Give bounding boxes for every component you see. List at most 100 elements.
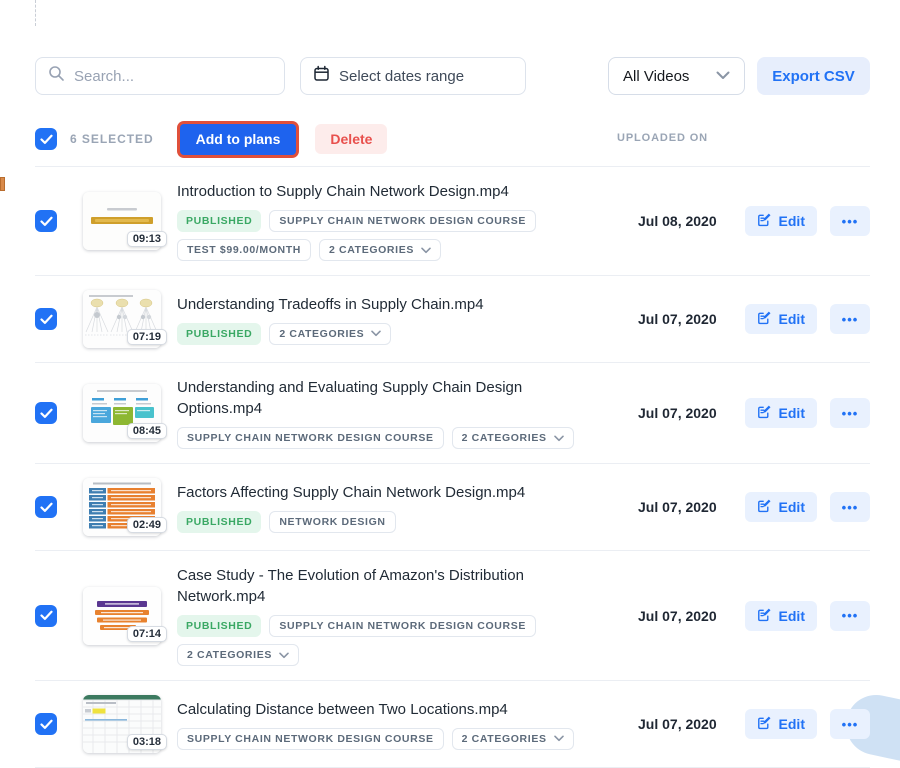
collection-badge: SUPPLY CHAIN NETWORK DESIGN COURSE [269, 615, 536, 637]
more-options-button[interactable]: ••• [830, 304, 870, 334]
video-title[interactable]: Calculating Distance between Two Locatio… [177, 700, 508, 718]
edit-button[interactable]: Edit [744, 398, 817, 428]
video-row: 07:19 Understanding Tradeoffs in Supply … [35, 276, 870, 363]
search-box[interactable] [35, 57, 285, 95]
badge-label: PUBLISHED [186, 620, 253, 632]
uploaded-date: Jul 08, 2020 [638, 213, 717, 229]
video-title[interactable]: Understanding and Evaluating Supply Chai… [177, 379, 523, 417]
edit-button[interactable]: Edit [744, 600, 817, 631]
video-title[interactable]: Factors Affecting Supply Chain Network D… [177, 483, 526, 501]
more-options-button[interactable]: ••• [830, 492, 870, 522]
edit-icon [757, 715, 772, 733]
badge-label: 2 CATEGORIES [329, 244, 414, 256]
video-thumbnail[interactable]: 09:13 [83, 192, 167, 250]
badge-label: SUPPLY CHAIN NETWORK DESIGN COURSE [187, 432, 434, 444]
video-duration-badge: 07:19 [126, 329, 167, 345]
video-title[interactable]: Introduction to Supply Chain Network Des… [177, 183, 509, 200]
video-thumbnail[interactable]: 08:45 [83, 384, 167, 442]
video-title[interactable]: Case Study - The Evolution of Amazon's D… [177, 567, 524, 605]
edit-button[interactable]: Edit [744, 492, 817, 522]
edit-icon [757, 212, 772, 230]
badge-list: PUBLISHED SUPPLY CHAIN NETWORK DESIGN COU… [177, 210, 597, 261]
row-actions: Edit ••• [742, 600, 870, 631]
badge-list: PUBLISHED SUPPLY CHAIN NETWORK DESIGN COU… [177, 615, 597, 666]
status-badge: PUBLISHED [177, 510, 262, 533]
row-actions: Edit ••• [742, 304, 870, 334]
badge-label: SUPPLY CHAIN NETWORK DESIGN COURSE [279, 215, 526, 227]
video-thumbnail[interactable]: 07:14 [83, 586, 167, 645]
edit-button-label: Edit [778, 311, 805, 327]
categories-dropdown-badge[interactable]: 2 CATEGORIES [177, 644, 299, 666]
row-checkbox[interactable] [35, 402, 57, 424]
toolbar: All Videos Export CSV [35, 57, 870, 95]
video-duration-badge: 07:14 [126, 625, 167, 642]
badge-list: PUBLISHED 2 CATEGORIES [177, 322, 597, 345]
edit-icon [757, 498, 772, 516]
dashed-guide-line [35, 0, 36, 26]
video-duration-badge: 09:13 [126, 231, 167, 247]
badge-list: SUPPLY CHAIN NETWORK DESIGN COURSE 2 CATE… [177, 727, 597, 750]
delete-button[interactable]: Delete [315, 124, 388, 154]
row-checkbox[interactable] [35, 496, 57, 518]
categories-dropdown-badge[interactable]: 2 CATEGORIES [319, 239, 441, 261]
chevron-down-icon [716, 67, 730, 85]
date-range-input[interactable] [339, 67, 513, 85]
video-info: Introduction to Supply Chain Network Des… [177, 181, 597, 261]
more-options-icon: ••• [841, 405, 859, 421]
row-actions: Edit ••• [742, 709, 870, 739]
edit-button[interactable]: Edit [744, 709, 817, 739]
categories-dropdown-badge[interactable]: 2 CATEGORIES [451, 727, 574, 750]
uploaded-date: Jul 07, 2020 [638, 499, 717, 515]
add-to-plans-button[interactable]: Add to plans [179, 123, 297, 155]
collection-badge: NETWORK DESIGN [269, 510, 396, 533]
categories-dropdown-badge[interactable]: 2 CATEGORIES [451, 427, 574, 449]
uploaded-date: Jul 07, 2020 [638, 311, 717, 327]
edit-icon [757, 404, 772, 422]
more-options-button[interactable]: ••• [830, 600, 870, 631]
uploaded-date: Jul 07, 2020 [638, 607, 717, 624]
date-range-box[interactable] [300, 57, 526, 95]
search-icon [48, 65, 65, 87]
row-actions: Edit ••• [742, 206, 870, 236]
videos-filter-value: All Videos [623, 67, 690, 85]
edit-button-label: Edit [778, 213, 805, 229]
status-badge: PUBLISHED [177, 322, 262, 345]
edit-icon [757, 607, 772, 625]
edit-button[interactable]: Edit [744, 206, 817, 236]
categories-dropdown-badge[interactable]: 2 CATEGORIES [269, 322, 392, 345]
collection-badge: TEST $99.00/MONTH [177, 239, 311, 261]
more-options-button[interactable]: ••• [830, 398, 870, 428]
select-all-checkbox[interactable] [35, 128, 57, 150]
status-badge: PUBLISHED [177, 615, 262, 637]
video-info: Case Study - The Evolution of Amazon's D… [177, 565, 597, 666]
video-row: 02:49 Factors Affecting Supply Chain Net… [35, 464, 870, 551]
collection-badge: SUPPLY CHAIN NETWORK DESIGN COURSE [269, 210, 536, 232]
video-thumbnail[interactable]: 07:19 [83, 290, 167, 348]
edit-button[interactable]: Edit [744, 304, 817, 334]
search-input[interactable] [74, 67, 272, 85]
more-options-button[interactable]: ••• [830, 709, 870, 739]
more-options-icon: ••• [841, 499, 859, 515]
more-options-icon: ••• [841, 608, 859, 623]
video-row: 07:14 Case Study - The Evolution of Amaz… [35, 551, 870, 681]
status-badge: PUBLISHED [177, 210, 262, 232]
video-thumbnail[interactable]: 03:18 [83, 695, 167, 753]
badge-label: 2 CATEGORIES [461, 732, 547, 745]
video-thumbnail[interactable]: 02:49 [83, 478, 167, 536]
row-checkbox[interactable] [35, 604, 57, 627]
export-csv-button[interactable]: Export CSV [757, 57, 870, 95]
video-title[interactable]: Understanding Tradeoffs in Supply Chain.… [177, 295, 484, 313]
selected-count-label: 6 SELECTED [70, 132, 154, 146]
more-options-button[interactable]: ••• [830, 206, 870, 236]
badge-label: SUPPLY CHAIN NETWORK DESIGN COURSE [187, 732, 434, 745]
uploaded-date: Jul 07, 2020 [638, 716, 717, 732]
row-actions: Edit ••• [742, 492, 870, 522]
row-checkbox[interactable] [35, 210, 57, 232]
video-info: Understanding Tradeoffs in Supply Chain.… [177, 294, 597, 345]
videos-filter-select[interactable]: All Videos [608, 57, 745, 95]
row-checkbox[interactable] [35, 713, 57, 735]
badge-label: PUBLISHED [186, 327, 253, 340]
badge-label: SUPPLY CHAIN NETWORK DESIGN COURSE [279, 620, 526, 632]
row-checkbox[interactable] [35, 308, 57, 330]
more-options-icon: ••• [841, 311, 859, 327]
